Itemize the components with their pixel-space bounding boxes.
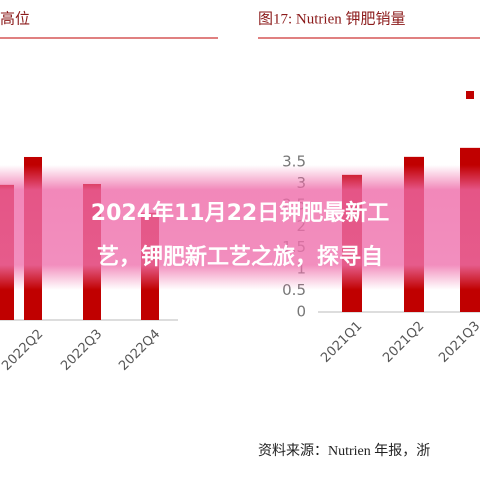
x-tick-label: 2021Q1	[318, 319, 365, 366]
x-tick-label: 2022Q3	[58, 327, 105, 374]
banner-line: 2024年11月22日钾肥最新工	[91, 200, 389, 226]
x-tick-label: 2021Q2	[380, 319, 427, 366]
banner-line: 艺，钾肥新工艺之旅，探寻自	[97, 244, 383, 270]
banner	[0, 165, 480, 290]
y-tick-label: 0	[296, 303, 306, 321]
x-tick-label: 2022Q4	[116, 327, 163, 374]
right-title: 图17: Nutrien 钾肥销量	[258, 10, 406, 27]
x-tick-label: 2021Q3	[436, 319, 480, 366]
legend-key	[466, 91, 474, 99]
x-tick-label: 2022Q2	[0, 327, 46, 374]
left-title: 高位	[0, 10, 30, 27]
source: 资料来源：Nutrien 年报，浙	[258, 443, 430, 459]
